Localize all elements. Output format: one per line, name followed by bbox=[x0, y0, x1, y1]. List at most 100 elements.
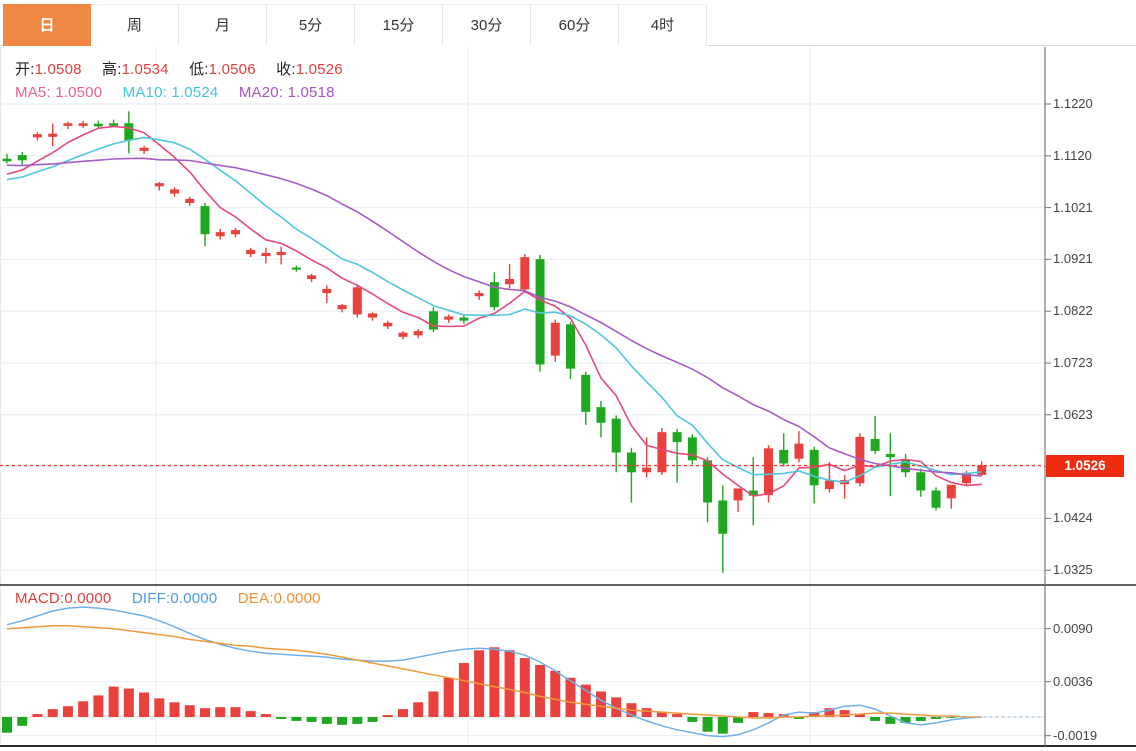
macd-bar-up bbox=[656, 712, 667, 717]
candle-up bbox=[642, 467, 652, 473]
ma10-label: MA10: bbox=[122, 84, 168, 101]
candle-down bbox=[200, 206, 210, 235]
macd-bar-down bbox=[321, 717, 332, 724]
tab-15min[interactable]: 15分 bbox=[355, 4, 443, 46]
high-value: 1.0534 bbox=[121, 61, 169, 78]
candle-up bbox=[307, 275, 317, 280]
candle-down bbox=[596, 407, 606, 423]
candle-up bbox=[764, 448, 773, 496]
ma20-line bbox=[6, 157, 982, 477]
macd-bar-up bbox=[519, 658, 530, 717]
candle-up bbox=[276, 251, 286, 256]
candle-up bbox=[946, 484, 956, 499]
macd-bar-down bbox=[946, 717, 957, 718]
candle-up bbox=[215, 232, 225, 237]
macd-bar-down bbox=[687, 717, 698, 722]
candle-up bbox=[794, 443, 804, 459]
macd-bar-up bbox=[123, 688, 134, 717]
macd-bar-up bbox=[397, 709, 408, 717]
macd-bar-up bbox=[535, 664, 546, 717]
tab-60min[interactable]: 60分 bbox=[531, 4, 619, 46]
candle-down bbox=[626, 452, 636, 473]
ma20-label: MA20: bbox=[238, 84, 284, 101]
macd-bar-up bbox=[260, 714, 271, 717]
candle-up bbox=[32, 134, 42, 138]
candle-down bbox=[459, 317, 469, 321]
macd-bar-up bbox=[550, 670, 561, 717]
candle-up bbox=[322, 288, 332, 294]
candle-up bbox=[337, 305, 347, 310]
macd-bar-up bbox=[108, 686, 119, 717]
macd-bar-up bbox=[32, 714, 43, 717]
candle-down bbox=[17, 155, 27, 161]
candle-down bbox=[611, 418, 621, 453]
candle-down bbox=[672, 432, 682, 443]
candle-up bbox=[550, 322, 560, 356]
candle-up bbox=[383, 322, 393, 327]
close-label: 收: bbox=[276, 61, 296, 78]
candle-down bbox=[109, 123, 119, 126]
macd-bar-up bbox=[672, 714, 683, 717]
macd-bar-down bbox=[291, 717, 302, 721]
candle-down bbox=[535, 259, 545, 365]
macd-bar-up bbox=[595, 691, 606, 717]
candle-down bbox=[931, 490, 941, 508]
dea-label: DEA: bbox=[237, 590, 274, 607]
macd-bar-up bbox=[413, 702, 424, 717]
macd-bar-up bbox=[62, 706, 73, 717]
open-value: 1.0508 bbox=[34, 61, 82, 78]
candle-up bbox=[63, 123, 73, 126]
candle-down bbox=[703, 460, 713, 503]
macd-bar-up bbox=[504, 650, 515, 717]
macd-bar-up bbox=[839, 710, 850, 717]
high-label: 高: bbox=[102, 61, 122, 78]
candle-up bbox=[185, 198, 195, 203]
candle-down bbox=[566, 324, 576, 369]
macd-bar-down bbox=[702, 717, 713, 732]
macd-bar-up bbox=[428, 691, 439, 717]
candle-up bbox=[170, 189, 180, 194]
macd-bar-up bbox=[382, 715, 393, 717]
ma10-value: 1.0524 bbox=[171, 84, 219, 101]
tab-4hour[interactable]: 4时 bbox=[619, 4, 707, 46]
macd-bar-up bbox=[611, 697, 622, 717]
tab-30min[interactable]: 30分 bbox=[443, 4, 531, 46]
timeframe-tabbar: 日 周 月 5分 15分 30分 60分 4时 bbox=[0, 4, 1136, 46]
macd-bar-down bbox=[367, 717, 378, 722]
macd-bar-up bbox=[854, 714, 865, 717]
macd-bar-up bbox=[169, 702, 180, 717]
candle-down bbox=[901, 459, 911, 473]
tab-week[interactable]: 周 bbox=[91, 4, 179, 46]
open-label: 开: bbox=[15, 61, 35, 78]
candle-up bbox=[733, 488, 743, 501]
tab-5min[interactable]: 5分 bbox=[267, 4, 355, 46]
candle-up bbox=[505, 279, 515, 285]
candle-up bbox=[977, 465, 987, 475]
macd-readout: MACD:0.0000 DIFF:0.0000 DEA:0.0000 bbox=[15, 590, 337, 607]
macd-label: MACD: bbox=[15, 590, 65, 607]
ma20-value: 1.0518 bbox=[287, 84, 335, 101]
candle-down bbox=[885, 454, 895, 458]
macd-bar-down bbox=[17, 717, 28, 726]
tab-day[interactable]: 日 bbox=[3, 4, 91, 46]
macd-bar-down bbox=[885, 717, 896, 724]
macd-bar-down bbox=[717, 717, 728, 734]
macd-bar-up bbox=[154, 698, 165, 717]
macd-bar-up bbox=[199, 708, 210, 717]
candle-up bbox=[230, 230, 240, 235]
candle-up bbox=[139, 147, 149, 151]
ma-readout: MA5: 1.0500 MA10: 1.0524 MA20: 1.0518 bbox=[15, 84, 351, 101]
ma10-line bbox=[6, 136, 982, 484]
tab-month[interactable]: 月 bbox=[179, 4, 267, 46]
candle-down bbox=[687, 437, 697, 461]
diff-label: DIFF: bbox=[131, 590, 171, 607]
low-value: 1.0506 bbox=[208, 61, 256, 78]
macd-bar-up bbox=[184, 705, 195, 717]
macd-bar-down bbox=[352, 717, 363, 724]
macd-bar-up bbox=[809, 712, 820, 717]
candle-up bbox=[398, 332, 408, 337]
candle-up bbox=[474, 293, 484, 297]
macd-bar-down bbox=[276, 717, 287, 719]
candle-down bbox=[2, 158, 12, 162]
